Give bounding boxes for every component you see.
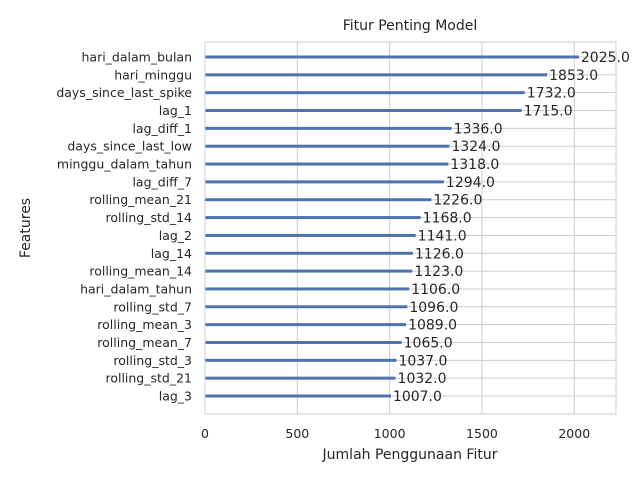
data-label-rolling_std_7: 1096.0 [409,300,458,316]
bar-minggu_dalam_tahun [205,162,449,166]
data-labels: 2025.0 1853.0 1732.0 1715.0 1336.0 1324.0 1318… [393,50,630,405]
bar-rolling_mean_3 [205,323,407,327]
data-label-rolling_mean_3: 1089.0 [408,318,457,334]
plot-frame [204,41,617,415]
y-tick-label: lag_1 [159,103,192,118]
data-label-minggu_dalam_tahun: 1318.0 [450,157,499,173]
y-axis-label: Features [18,198,34,258]
data-label-hari_dalam_bulan: 2025.0 [581,50,630,66]
bars [205,55,579,398]
data-label-rolling_mean_14: 1123.0 [414,264,463,280]
x-axis-label: Jumlah Penggunaan Fitur [322,447,498,463]
bar-lag_3 [205,394,391,398]
bar-days_since_last_spike [205,91,525,95]
bar-lag_1 [205,109,522,113]
data-label-hari_minggu: 1853.0 [549,68,598,84]
y-tick-label: lag_diff_7 [132,174,192,189]
y-tick-label: rolling_std_7 [113,299,192,314]
x-tick-label: 2000 [558,426,590,441]
bar-hari_dalam_tahun [205,287,410,291]
bar-lag_2 [205,233,416,237]
bar-lag_diff_7 [205,180,444,184]
y-tick-label: days_since_last_spike [56,85,192,100]
bar-lag_14 [205,251,413,255]
y-tick-label: lag_3 [159,389,192,404]
y-tick-label: hari_minggu [114,67,192,82]
data-label-days_since_last_spike: 1732.0 [527,86,576,102]
y-tick-label: lag_14 [151,246,192,261]
data-label-rolling_mean_21: 1226.0 [433,193,482,209]
bar-lag_diff_1 [205,126,452,130]
data-label-rolling_std_3: 1037.0 [398,353,447,369]
data-label-lag_diff_1: 1336.0 [454,121,503,137]
y-tick-label: rolling_std_3 [113,353,192,368]
bar-hari_minggu [205,73,548,77]
bar-hari_dalam_bulan [205,55,579,59]
x-tick-label: 500 [285,426,309,441]
y-tick-label: hari_dalam_bulan [81,50,192,65]
bar-rolling_std_7 [205,305,408,309]
y-tick-label: rolling_mean_3 [97,317,192,332]
data-label-lag_3: 1007.0 [393,389,442,405]
bar-days_since_last_low [205,144,450,148]
y-tick-label: minggu_dalam_tahun [57,157,192,172]
bar-rolling_std_14 [205,216,421,220]
x-tick-label: 1000 [374,426,406,441]
x-tick-label: 1500 [466,426,498,441]
y-tick-label: rolling_mean_7 [97,335,192,350]
bar-rolling_std_21 [205,376,396,380]
data-label-rolling_mean_7: 1065.0 [404,335,453,351]
data-label-rolling_std_14: 1168.0 [423,211,472,227]
data-label-days_since_last_low: 1324.0 [451,139,500,155]
y-tick-label: lag_2 [159,228,192,243]
y-tick-labels: hari_dalam_bulan hari_minggu days_since_la… [56,50,192,404]
data-label-hari_dalam_tahun: 1106.0 [411,282,460,298]
data-label-lag_diff_7: 1294.0 [446,175,495,191]
y-tick-label: rolling_mean_14 [89,264,192,279]
x-tick-labels: 0 500 1000 1500 2000 [201,426,590,441]
y-tick-label: hari_dalam_tahun [80,281,192,296]
y-tick-label: days_since_last_low [67,139,192,154]
bar-rolling_mean_21 [205,198,432,202]
x-tick-label: 0 [201,426,209,441]
data-label-lag_1: 1715.0 [524,104,573,120]
bar-rolling_mean_14 [205,269,413,273]
bar-rolling_std_3 [205,358,397,362]
y-tick-label: lag_diff_1 [132,121,192,136]
y-tick-label: rolling_std_21 [105,371,192,386]
data-label-rolling_std_21: 1032.0 [398,371,447,387]
bar-rolling_mean_7 [205,340,402,344]
y-tick-label: rolling_std_14 [105,210,192,225]
y-tick-label: rolling_mean_21 [89,192,192,207]
chart-title: Fitur Penting Model [343,18,478,34]
data-label-lag_2: 1141.0 [418,228,467,244]
data-label-lag_14: 1126.0 [415,246,464,262]
